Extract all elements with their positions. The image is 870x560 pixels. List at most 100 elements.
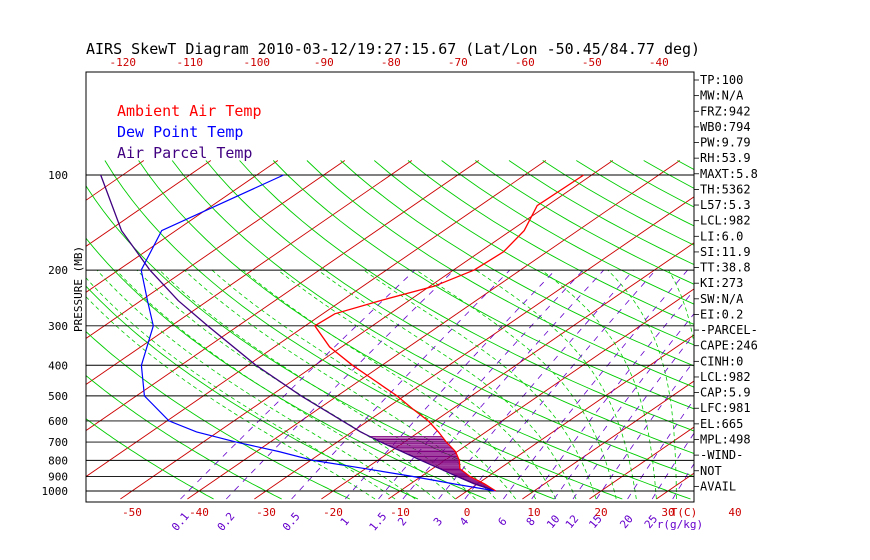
pressure-tick-label: 600 [48,415,68,428]
mixing-ratio-unit-label: r(g/kg) [657,518,703,531]
isotherm-line [388,288,694,500]
isotherm-line [86,160,279,293]
mixing-ratio-line [464,269,656,500]
top-temp-tick-label: -80 [381,56,401,69]
dry-adiabat-line [171,160,694,478]
mixing-ratio-label: 0.2 [215,510,238,534]
mixing-ratio-line [438,269,634,500]
dewpoint-temp-line [140,174,496,492]
index-value: FRZ:942 [700,104,751,118]
isotherm-line [86,160,413,386]
dry-adiabat-line [306,160,694,388]
bottom-temp-tick-label: -50 [122,506,142,519]
isotherm-line [589,426,694,500]
moist-adiabat-line [136,269,456,500]
moist-adiabat-line [416,269,617,500]
moist-adiabat-line [607,269,677,499]
mixing-ratio-line [596,360,694,500]
index-value: CAPE:246 [700,339,758,353]
isotherm-line [86,160,480,432]
dry-adiabat-line [745,161,870,500]
pressure-tick-label: 100 [48,169,68,182]
index-value: RH:53.9 [700,151,751,165]
moist-adiabat-line [115,269,436,500]
top-temp-tick-label: -120 [110,56,137,69]
mixing-ratio-label: 10 [544,512,562,531]
mixing-ratio-line [732,270,870,499]
plot-frame [85,71,695,503]
isotherm-line [790,161,870,500]
dry-adiabat-line [374,160,694,346]
index-value: MPL:498 [700,432,751,446]
mixing-ratio-label: 6 [496,515,510,528]
dry-adiabat-line [846,161,870,500]
mixing-ratio-line [553,313,694,500]
index-value: KI:273 [700,276,743,290]
index-value: SW:N/A [700,292,744,306]
mixing-ratio-line [344,269,556,500]
bottom-temp-tick-label: 20 [594,506,607,519]
dry-adiabat-line [407,160,694,325]
index-value: LFC:981 [700,401,751,415]
moist-adiabat-line [86,277,396,500]
index-value: -WIND- [700,448,743,462]
mixing-ratio-line [503,269,688,500]
pressure-tick-label: 700 [48,436,68,449]
pressure-tick-label: 1000 [42,485,69,498]
pressure-tick-label: 500 [48,390,68,403]
top-temp-tick-label: -100 [244,56,271,69]
isotherm-line [120,160,614,500]
moist-adiabat-line [242,269,537,500]
bottom-temp-tick-label: 0 [464,506,471,519]
bottom-temp-tick-label: -20 [323,506,343,519]
index-value: TH:5362 [700,182,751,196]
mixing-ratio-label: 0.5 [280,510,303,534]
moist-adiabat-line [277,269,557,500]
mixing-ratio-line [627,398,694,500]
dry-adiabat-line [239,160,694,432]
top-temp-tick-label: -90 [314,56,334,69]
y-axis-label: PRESSURE (MB) [72,246,85,332]
moist-adiabat-line [363,269,597,500]
dry-adiabat-line [138,160,691,500]
ambient-temp-line [313,174,585,492]
index-value: EL:665 [700,417,743,431]
index-value: -PARCEL- [700,323,758,337]
isotherm-line [187,160,681,500]
pressure-tick-label: 200 [48,264,68,277]
mixing-ratio-line [572,333,694,500]
dry-adiabat-line [104,160,623,500]
index-value: L57:5.3 [700,198,751,212]
mixing-ratio-label: 3 [431,515,445,528]
mixing-ratio-label: 1.5 [367,510,390,534]
index-value: TT:38.8 [700,261,751,275]
isotherm-line [86,160,547,478]
moist-adiabat-line [96,269,416,500]
isotherm-line [656,472,694,500]
index-value: LI:6.0 [700,229,743,243]
moist-adiabat-line [86,296,376,500]
legend-entry: Dew Point Temp [117,123,243,141]
top-temp-tick-label: -110 [177,56,204,69]
isotherm-line [0,161,10,500]
index-value: CAP:5.9 [700,386,751,400]
parcel-temp-line [100,174,497,492]
isotherm-line [86,160,346,339]
mixing-ratio-label: 12 [563,512,581,531]
index-value: PW:9.79 [700,136,751,150]
bottom-temp-tick-label: 40 [728,506,741,519]
mixing-ratio-line [180,269,416,500]
pressure-tick-label: 400 [48,359,68,372]
index-value: NOT [700,464,722,478]
index-value: MAXT:5.8 [700,167,758,181]
dry-adiabat-line [205,160,694,454]
legend-entry: Air Parcel Temp [117,144,252,162]
mixing-ratio-line [226,269,455,500]
moist-adiabat-line [541,269,657,500]
index-value: EI:0.2 [700,307,743,321]
dry-adiabat-line [778,161,870,500]
dry-adiabat-line [340,160,694,367]
isotherm-line [857,161,870,500]
